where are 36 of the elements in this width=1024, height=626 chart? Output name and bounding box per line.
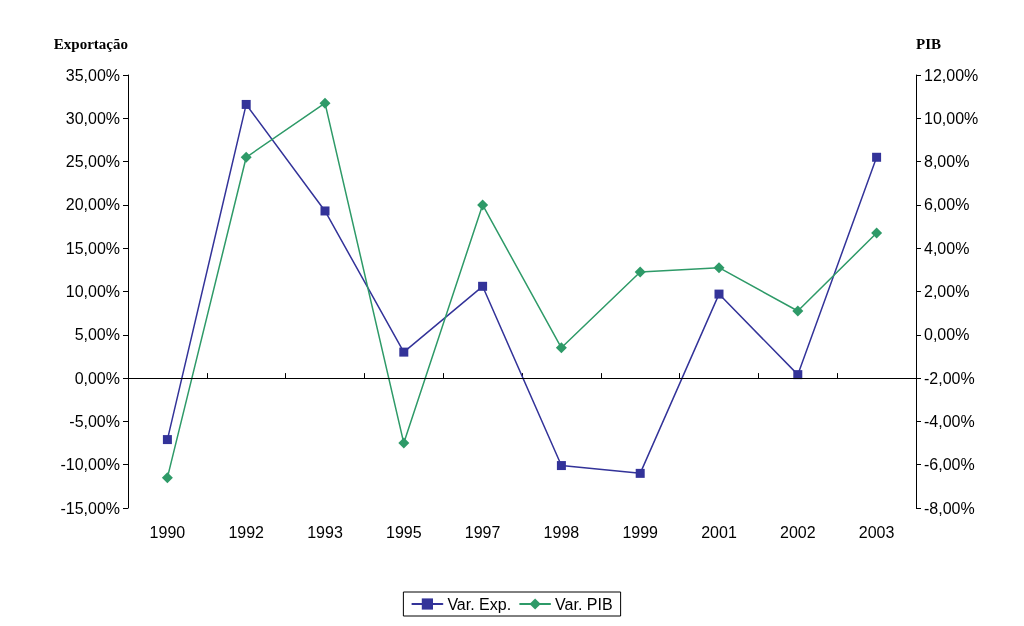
x-tick-label: 1998 [543, 523, 580, 541]
y-tick-label: 5,00% [74, 326, 120, 344]
y2-tick-label: 4,00% [924, 239, 970, 257]
y-tick-label: 20,00% [65, 196, 120, 214]
y-tick-label: 30,00% [65, 109, 120, 127]
legend-label: Var. PIB [555, 595, 613, 613]
x-tick-label: 1999 [622, 523, 659, 541]
y2-tick-label: 0,00% [924, 326, 970, 344]
y2-tick-label: 10,00% [924, 109, 979, 127]
y-tick-label: 0,00% [74, 369, 120, 387]
y-tick-label: 25,00% [65, 153, 120, 171]
x-tick-label: 2003 [858, 523, 895, 541]
legend-label: Var. Exp. [447, 595, 512, 613]
y-tick-label: 10,00% [65, 283, 120, 300]
x-tick-label: 1997 [464, 523, 501, 541]
y2-tick-label: 2,00% [924, 283, 970, 300]
y2-tick-label: 6,00% [924, 196, 970, 214]
y-axis-title: Exportação [53, 35, 128, 52]
x-tick-label: 1993 [307, 523, 343, 541]
x-tick-label: 1995 [386, 523, 422, 541]
y2-axis-title: PIB [916, 35, 942, 52]
y2-tick-label: -8,00% [924, 499, 975, 517]
y-tick-label: 35,00% [65, 66, 120, 84]
y-tick-label: 15,00% [65, 239, 120, 257]
y-tick-label: -10,00% [60, 456, 120, 474]
y2-tick-label: -4,00% [924, 412, 975, 430]
y2-tick-label: 8,00% [924, 153, 970, 171]
x-tick-label: 2002 [780, 523, 816, 541]
y-tick-label: -5,00% [69, 412, 120, 430]
x-tick-label: 1990 [149, 523, 186, 541]
y2-tick-label: -6,00% [924, 456, 975, 474]
y2-tick-label: 12,00% [924, 66, 979, 84]
y2-tick-label: -2,00% [924, 369, 975, 387]
y-tick-label: -15,00% [60, 499, 120, 517]
x-tick-label: 2001 [701, 523, 737, 541]
x-tick-label: 1992 [228, 523, 265, 541]
